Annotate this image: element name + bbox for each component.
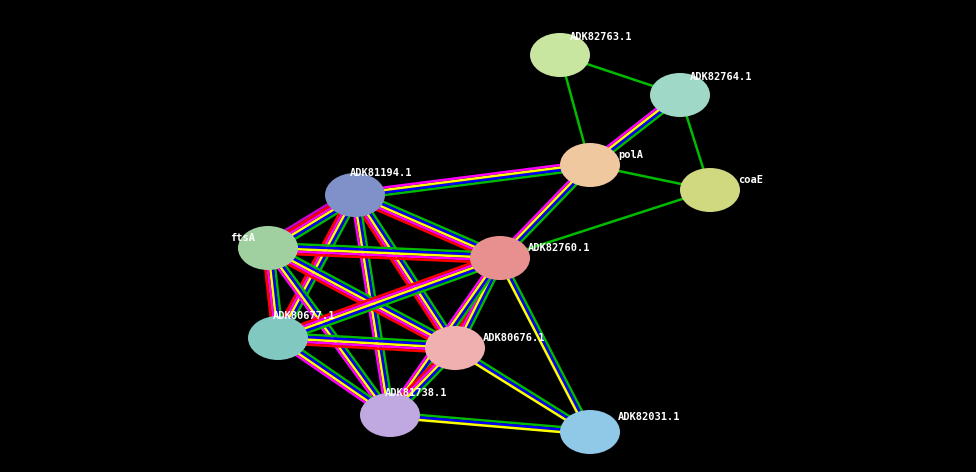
Text: ADK81194.1: ADK81194.1 bbox=[350, 168, 413, 178]
Ellipse shape bbox=[238, 226, 298, 270]
Ellipse shape bbox=[650, 73, 710, 117]
Ellipse shape bbox=[680, 168, 740, 212]
Text: coaE: coaE bbox=[738, 175, 763, 185]
Ellipse shape bbox=[248, 316, 308, 360]
Ellipse shape bbox=[325, 173, 385, 217]
Ellipse shape bbox=[530, 33, 590, 77]
Text: ADK82760.1: ADK82760.1 bbox=[528, 243, 590, 253]
Ellipse shape bbox=[360, 393, 420, 437]
Text: ADK80677.1: ADK80677.1 bbox=[273, 311, 336, 321]
Text: ADK82031.1: ADK82031.1 bbox=[618, 412, 680, 422]
Text: ADK81738.1: ADK81738.1 bbox=[385, 388, 448, 398]
Ellipse shape bbox=[470, 236, 530, 280]
Ellipse shape bbox=[560, 143, 620, 187]
Ellipse shape bbox=[425, 326, 485, 370]
Text: ftsA: ftsA bbox=[230, 233, 255, 243]
Text: ADK82764.1: ADK82764.1 bbox=[690, 72, 752, 82]
Ellipse shape bbox=[560, 410, 620, 454]
Text: polA: polA bbox=[618, 150, 643, 160]
Text: ADK82763.1: ADK82763.1 bbox=[570, 32, 632, 42]
Text: ADK80676.1: ADK80676.1 bbox=[483, 333, 546, 343]
